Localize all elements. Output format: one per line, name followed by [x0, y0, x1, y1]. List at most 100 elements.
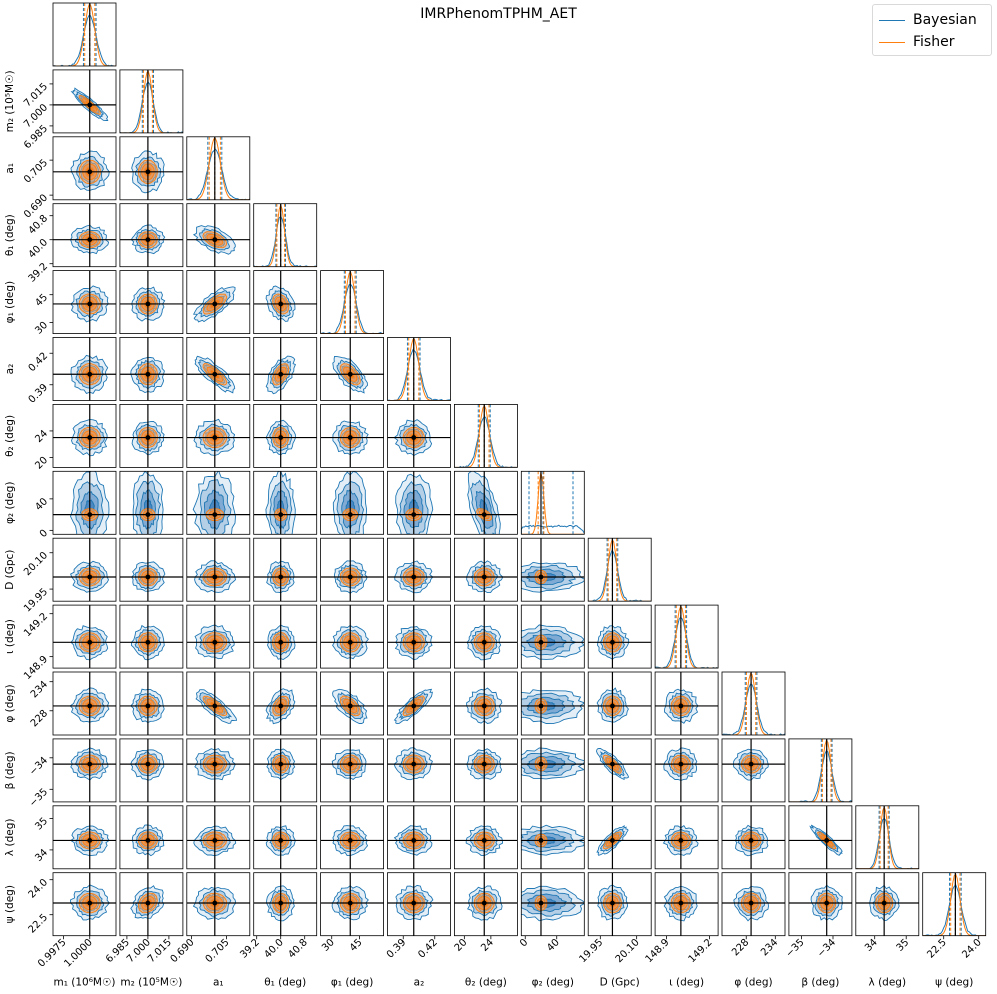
panel-content — [253, 337, 317, 401]
panel-frame — [922, 872, 987, 937]
panel-frame — [119, 69, 184, 134]
panel-content — [320, 805, 384, 869]
x-axis-label-iota: ι (deg) — [669, 977, 704, 989]
panel-frame — [453, 671, 518, 736]
panel-frame — [387, 470, 451, 535]
panel-frame — [587, 738, 652, 803]
panel-content — [186, 738, 250, 802]
y-axis-label-lambda: λ (deg) — [4, 819, 16, 857]
panel-frame — [587, 872, 652, 937]
panel-frame — [119, 872, 184, 937]
panel-theta1-phi1 — [253, 270, 318, 335]
panel-frame — [387, 537, 451, 602]
panel-D-phi — [587, 671, 652, 736]
panel-phi1-D — [320, 537, 385, 602]
y-tick-label-a2-1: 0.42 — [27, 351, 51, 375]
y-axis-label-phi: φ (deg) — [4, 684, 16, 722]
panel-frame — [186, 671, 251, 736]
panel-m2-theta1 — [119, 203, 184, 268]
panel-content — [186, 805, 250, 869]
panel-frame — [453, 872, 518, 937]
y-tick-label-psi-1: 24.0 — [27, 877, 51, 901]
x-tick-label-phi1-1: 45 — [348, 937, 365, 954]
panel-content — [722, 672, 785, 735]
x-axis-label-a1: a₁ — [213, 977, 224, 989]
panel-frame — [721, 872, 786, 937]
panel-phi1-beta — [320, 738, 385, 803]
panel-frame — [788, 738, 853, 803]
y-tick-label-phi-1: 234 — [29, 679, 50, 700]
x-tick-label-theta2-0: 20 — [453, 937, 470, 954]
panel-content — [53, 471, 116, 535]
panel-phi2-D — [520, 537, 585, 602]
panel-D-lambda — [587, 805, 652, 870]
y-axis-label-D: D (Gpc) — [4, 550, 16, 590]
x-axis-label-phi1: φ₁ (deg) — [331, 977, 373, 989]
panel-frame — [320, 403, 385, 468]
x-tick-label-beta-0: −35 — [784, 937, 807, 960]
panel-frame — [387, 738, 451, 803]
panel-theta2-phi2 — [453, 470, 518, 535]
panel-content — [655, 805, 719, 869]
panel-theta1-theta1 — [253, 203, 318, 268]
hist-fisher-phi — [722, 672, 785, 735]
x-tick-label-phi-1: 234 — [759, 937, 780, 958]
panel-a1-theta1 — [186, 203, 251, 268]
y-tick-label-iota-1: 149.2 — [22, 611, 50, 639]
panel-content — [320, 672, 384, 735]
panel-frame — [721, 671, 786, 736]
panel-content — [655, 872, 719, 936]
panel-frame — [186, 337, 251, 401]
panel-frame — [52, 805, 117, 870]
legend-item-fisher: Fisher — [879, 32, 954, 52]
panel-content — [655, 672, 719, 735]
panel-content — [119, 136, 183, 200]
panel-a2-a2 — [387, 337, 451, 401]
y-tick-label-beta-0: −35 — [27, 787, 50, 810]
panel-phi1-lambda — [320, 805, 385, 870]
panel-frame — [119, 604, 184, 669]
hist-bayesian-psi — [922, 883, 986, 936]
panel-content — [588, 738, 652, 802]
panel-frame — [52, 403, 117, 468]
panel-content — [387, 805, 451, 869]
panel-frame — [520, 805, 585, 870]
panel-frame — [186, 470, 251, 535]
panel-content — [855, 805, 919, 869]
panel-content — [119, 738, 183, 802]
x-axis-label-a2: a₂ — [414, 977, 425, 989]
x-tick-label-lambda-1: 35 — [895, 937, 912, 954]
hist-fisher-psi — [922, 873, 986, 936]
panel-content — [722, 872, 785, 936]
panel-frame — [253, 203, 318, 268]
x-tick-label-theta2-1: 24 — [479, 937, 496, 954]
panel-frame — [186, 203, 251, 268]
y-axis-label-psi: ψ (deg) — [4, 885, 16, 923]
panel-phi-psi: 228 234 φ (deg) — [721, 872, 786, 989]
panel-content — [186, 203, 250, 267]
panel-a2-lambda — [387, 805, 451, 870]
panel-content — [53, 738, 116, 802]
panel-theta1-phi2 — [253, 470, 318, 535]
panel-content — [387, 471, 451, 535]
panel-content — [922, 872, 986, 936]
panel-frame — [253, 604, 318, 669]
panel-content — [186, 136, 250, 200]
panel-a1-phi — [186, 671, 251, 736]
panel-m2-phi — [119, 671, 184, 736]
x-tick-label-a2-0: 0.39 — [385, 937, 409, 961]
panel-D-beta — [587, 738, 652, 803]
panel-content — [521, 605, 585, 669]
x-tick-label-phi2-0: 0 — [518, 937, 530, 949]
y-tick-label-a2-0: 0.39 — [27, 382, 51, 406]
panel-phi1-phi1 — [320, 270, 385, 335]
x-tick-label-psi-0: 22.5 — [925, 937, 949, 961]
panel-phi2-phi — [520, 671, 585, 736]
panel-phi1-a2 — [320, 337, 385, 401]
panel-content — [320, 872, 384, 936]
panel-frame — [253, 337, 318, 401]
y-tick-label-phi-0: 228 — [29, 708, 50, 729]
x-tick-label-phi1-0: 30 — [320, 937, 337, 954]
